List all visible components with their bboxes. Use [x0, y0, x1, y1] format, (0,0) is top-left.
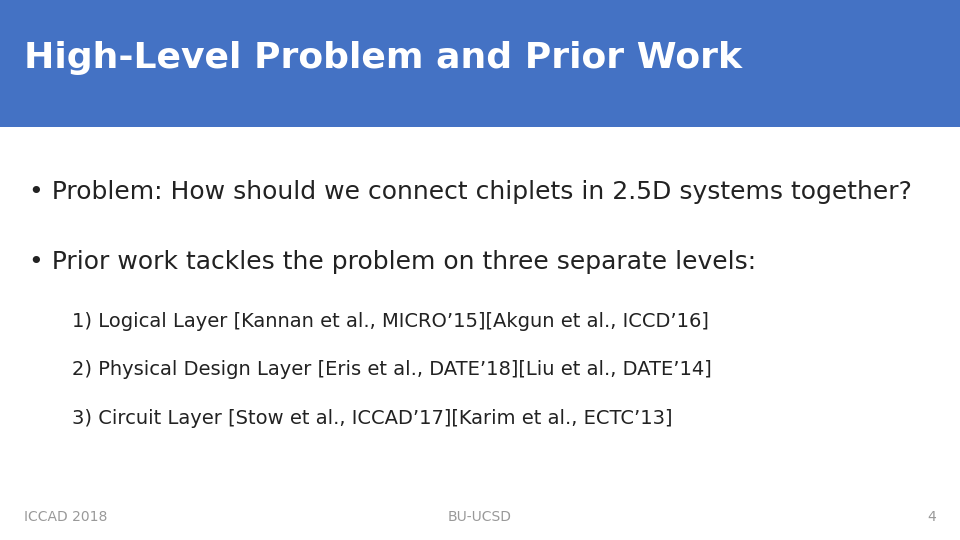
Text: 4: 4 [927, 510, 936, 524]
Text: 3) Circuit Layer [Stow et al., ICCAD’17][Karim et al., ECTC’13]: 3) Circuit Layer [Stow et al., ICCAD’17]… [72, 409, 673, 428]
Text: • Prior work tackles the problem on three separate levels:: • Prior work tackles the problem on thre… [29, 250, 756, 274]
Text: 1) Logical Layer [Kannan et al., MICRO’15][Akgun et al., ICCD’16]: 1) Logical Layer [Kannan et al., MICRO’1… [72, 312, 708, 331]
Text: High-Level Problem and Prior Work: High-Level Problem and Prior Work [24, 40, 742, 75]
Text: ICCAD 2018: ICCAD 2018 [24, 510, 108, 524]
Text: BU-UCSD: BU-UCSD [448, 510, 512, 524]
Text: • Problem: How should we connect chiplets in 2.5D systems together?: • Problem: How should we connect chiplet… [29, 180, 912, 204]
Text: 2) Physical Design Layer [Eris et al., DATE’18][Liu et al., DATE’14]: 2) Physical Design Layer [Eris et al., D… [72, 360, 711, 380]
